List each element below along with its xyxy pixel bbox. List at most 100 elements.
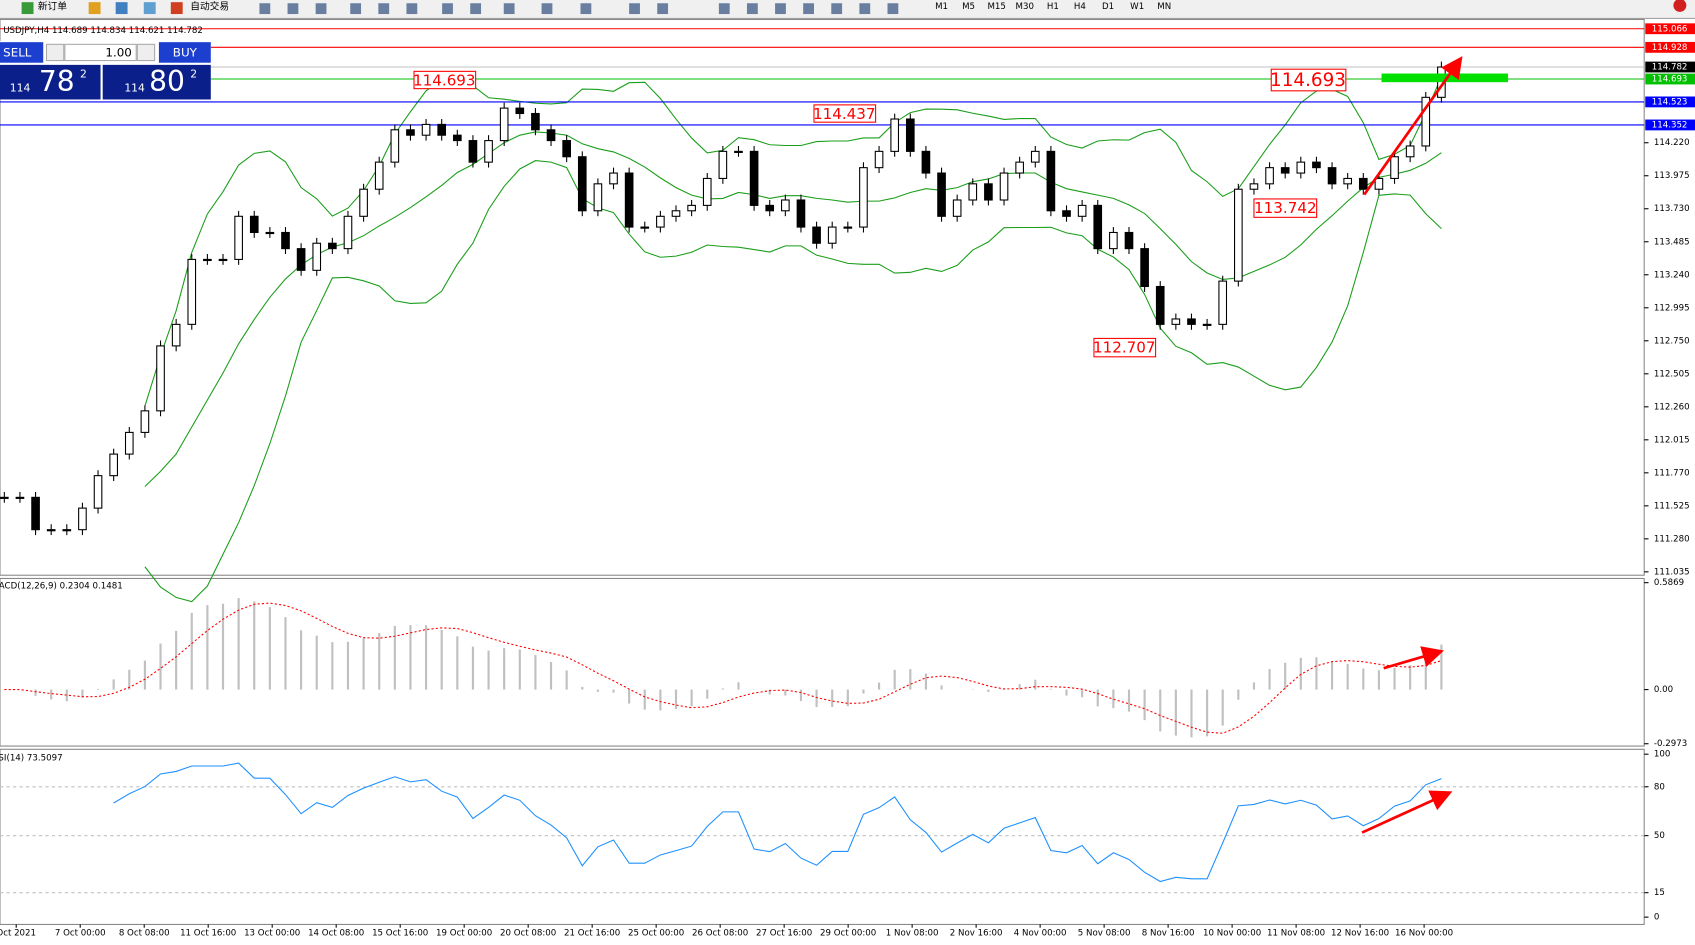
candle-body bbox=[921, 150, 931, 174]
candle-body bbox=[968, 183, 978, 201]
ask-pips[interactable]: 80 bbox=[149, 65, 185, 98]
timeframe-button[interactable]: M15 bbox=[987, 2, 1005, 12]
x-tick-label: 12 Nov 16:00 bbox=[1331, 929, 1389, 939]
tool-icon[interactable] bbox=[287, 3, 299, 15]
tool-icon[interactable] bbox=[350, 3, 362, 15]
y-tick-label: 0.5869 bbox=[1654, 578, 1684, 588]
ask-fraction[interactable]: 2 bbox=[190, 68, 197, 81]
tool-icon[interactable] bbox=[887, 3, 899, 15]
y-tick-label: 112.505 bbox=[1654, 369, 1690, 379]
x-tick-label: 21 Oct 16:00 bbox=[564, 929, 620, 939]
sell-label[interactable]: SELL bbox=[3, 45, 32, 59]
lot-value[interactable]: 1.00 bbox=[105, 45, 131, 59]
candle-body bbox=[1358, 177, 1368, 190]
annotation-box bbox=[413, 70, 477, 90]
bid-fraction[interactable]: 2 bbox=[80, 68, 87, 81]
tool-icon[interactable] bbox=[775, 3, 786, 15]
timeframe-button[interactable]: M5 bbox=[962, 2, 975, 12]
price-panel bbox=[0, 18, 1645, 576]
ask-big[interactable]: 114 bbox=[124, 82, 145, 95]
candle-body bbox=[499, 107, 509, 142]
candle-body bbox=[312, 242, 322, 271]
candle-body bbox=[390, 129, 400, 163]
y-tick-label: 111.525 bbox=[1654, 501, 1690, 511]
x-tick-label: 8 Nov 16:00 bbox=[1142, 929, 1195, 939]
candle-body bbox=[281, 231, 290, 250]
candle-body bbox=[1140, 248, 1149, 288]
candle-body bbox=[640, 226, 650, 229]
tool-icon[interactable] bbox=[315, 3, 327, 15]
tool-icon[interactable] bbox=[859, 3, 871, 15]
auto-trading-button[interactable]: 自动交易 bbox=[190, 0, 229, 12]
candle-body bbox=[46, 529, 56, 532]
x-tick-label: 27 Oct 16:00 bbox=[756, 929, 812, 939]
x-tick-label: 15 Oct 16:00 bbox=[372, 929, 428, 939]
x-tick-label: 11 Nov 08:00 bbox=[1267, 929, 1325, 939]
timeframe-button[interactable]: W1 bbox=[1130, 2, 1144, 12]
candle-body bbox=[687, 204, 696, 212]
sell-button[interactable] bbox=[0, 42, 44, 63]
candle-body bbox=[671, 210, 681, 217]
tool-icon[interactable] bbox=[503, 3, 515, 15]
y-tick-label: 111.035 bbox=[1654, 567, 1690, 577]
tool-icon[interactable] bbox=[580, 3, 592, 15]
y-tick-label: 15 bbox=[1654, 888, 1665, 898]
tool-icon[interactable] bbox=[746, 3, 758, 15]
candle-body bbox=[171, 323, 181, 347]
lot-up[interactable] bbox=[136, 43, 156, 62]
y-tick-label: 111.770 bbox=[1654, 468, 1690, 478]
auto-trading-icon[interactable] bbox=[170, 2, 183, 15]
tool-icon[interactable] bbox=[259, 3, 271, 15]
toolbar-icon[interactable] bbox=[115, 2, 128, 15]
x-tick-label: 7 Oct 00:00 bbox=[55, 929, 106, 939]
bid-box[interactable] bbox=[0, 64, 101, 100]
new-order-icon[interactable] bbox=[21, 2, 34, 15]
buy-label[interactable]: BUY bbox=[173, 45, 198, 59]
candle-body bbox=[93, 475, 103, 509]
candle-body bbox=[515, 107, 525, 115]
plots: 111.035 111.280 111.525 111.770 112.015 112.2… bbox=[0, 23, 1695, 939]
timeframe-button[interactable]: H4 bbox=[1074, 2, 1086, 12]
lot-down[interactable] bbox=[45, 43, 65, 62]
candle-body bbox=[1265, 167, 1274, 185]
timeframe-button[interactable]: MN bbox=[1157, 2, 1171, 12]
annotation: 114.437 bbox=[813, 105, 876, 123]
new-order-button[interactable]: 新订单 bbox=[38, 0, 67, 12]
bid-pips[interactable]: 78 bbox=[39, 65, 75, 98]
rsi-panel bbox=[0, 748, 1645, 925]
toolbar-icon[interactable] bbox=[88, 2, 101, 15]
timeframe-button[interactable]: M30 bbox=[1016, 2, 1034, 12]
timeframes: M1 M5 M15 M30 H1 H4 D1 W1 MN bbox=[935, 2, 1171, 12]
y-tick-label: 50 bbox=[1654, 831, 1665, 841]
bollinger-band bbox=[144, 131, 1442, 487]
candle-body bbox=[1015, 161, 1024, 174]
buy-button[interactable] bbox=[158, 42, 211, 63]
timeframe-button[interactable]: H1 bbox=[1047, 2, 1059, 12]
tool-icon[interactable] bbox=[629, 3, 640, 15]
level-tag-label: 114.928 bbox=[1652, 43, 1688, 53]
alert-icon[interactable] bbox=[1673, 0, 1687, 12]
tool-icon[interactable] bbox=[831, 3, 843, 15]
candle-body bbox=[109, 453, 118, 477]
bid-big[interactable]: 114 bbox=[10, 82, 31, 95]
tool-icon[interactable] bbox=[718, 3, 730, 15]
tool-icon[interactable] bbox=[657, 3, 669, 15]
timeframe-button[interactable]: D1 bbox=[1102, 2, 1114, 12]
ask-box[interactable] bbox=[102, 64, 211, 100]
candle-body bbox=[359, 188, 368, 217]
lot-field[interactable] bbox=[64, 43, 137, 62]
timeframe-button[interactable]: M1 bbox=[935, 2, 948, 12]
tool-icon[interactable] bbox=[470, 3, 482, 15]
tool-icon[interactable] bbox=[442, 3, 453, 15]
tool-icon[interactable] bbox=[541, 3, 553, 15]
rsi-label: RSI(14) 73.5097 bbox=[0, 753, 63, 763]
y-tick-label: 114.220 bbox=[1654, 138, 1690, 148]
tool-icon[interactable] bbox=[406, 3, 418, 15]
y-tick-label: 112.750 bbox=[1654, 336, 1690, 346]
annotation: 112.707 bbox=[1093, 339, 1156, 357]
candle-body bbox=[1327, 167, 1337, 185]
toolbar-icon[interactable] bbox=[143, 2, 156, 15]
tool-icon[interactable] bbox=[378, 3, 390, 15]
tool-icon[interactable] bbox=[803, 3, 814, 15]
